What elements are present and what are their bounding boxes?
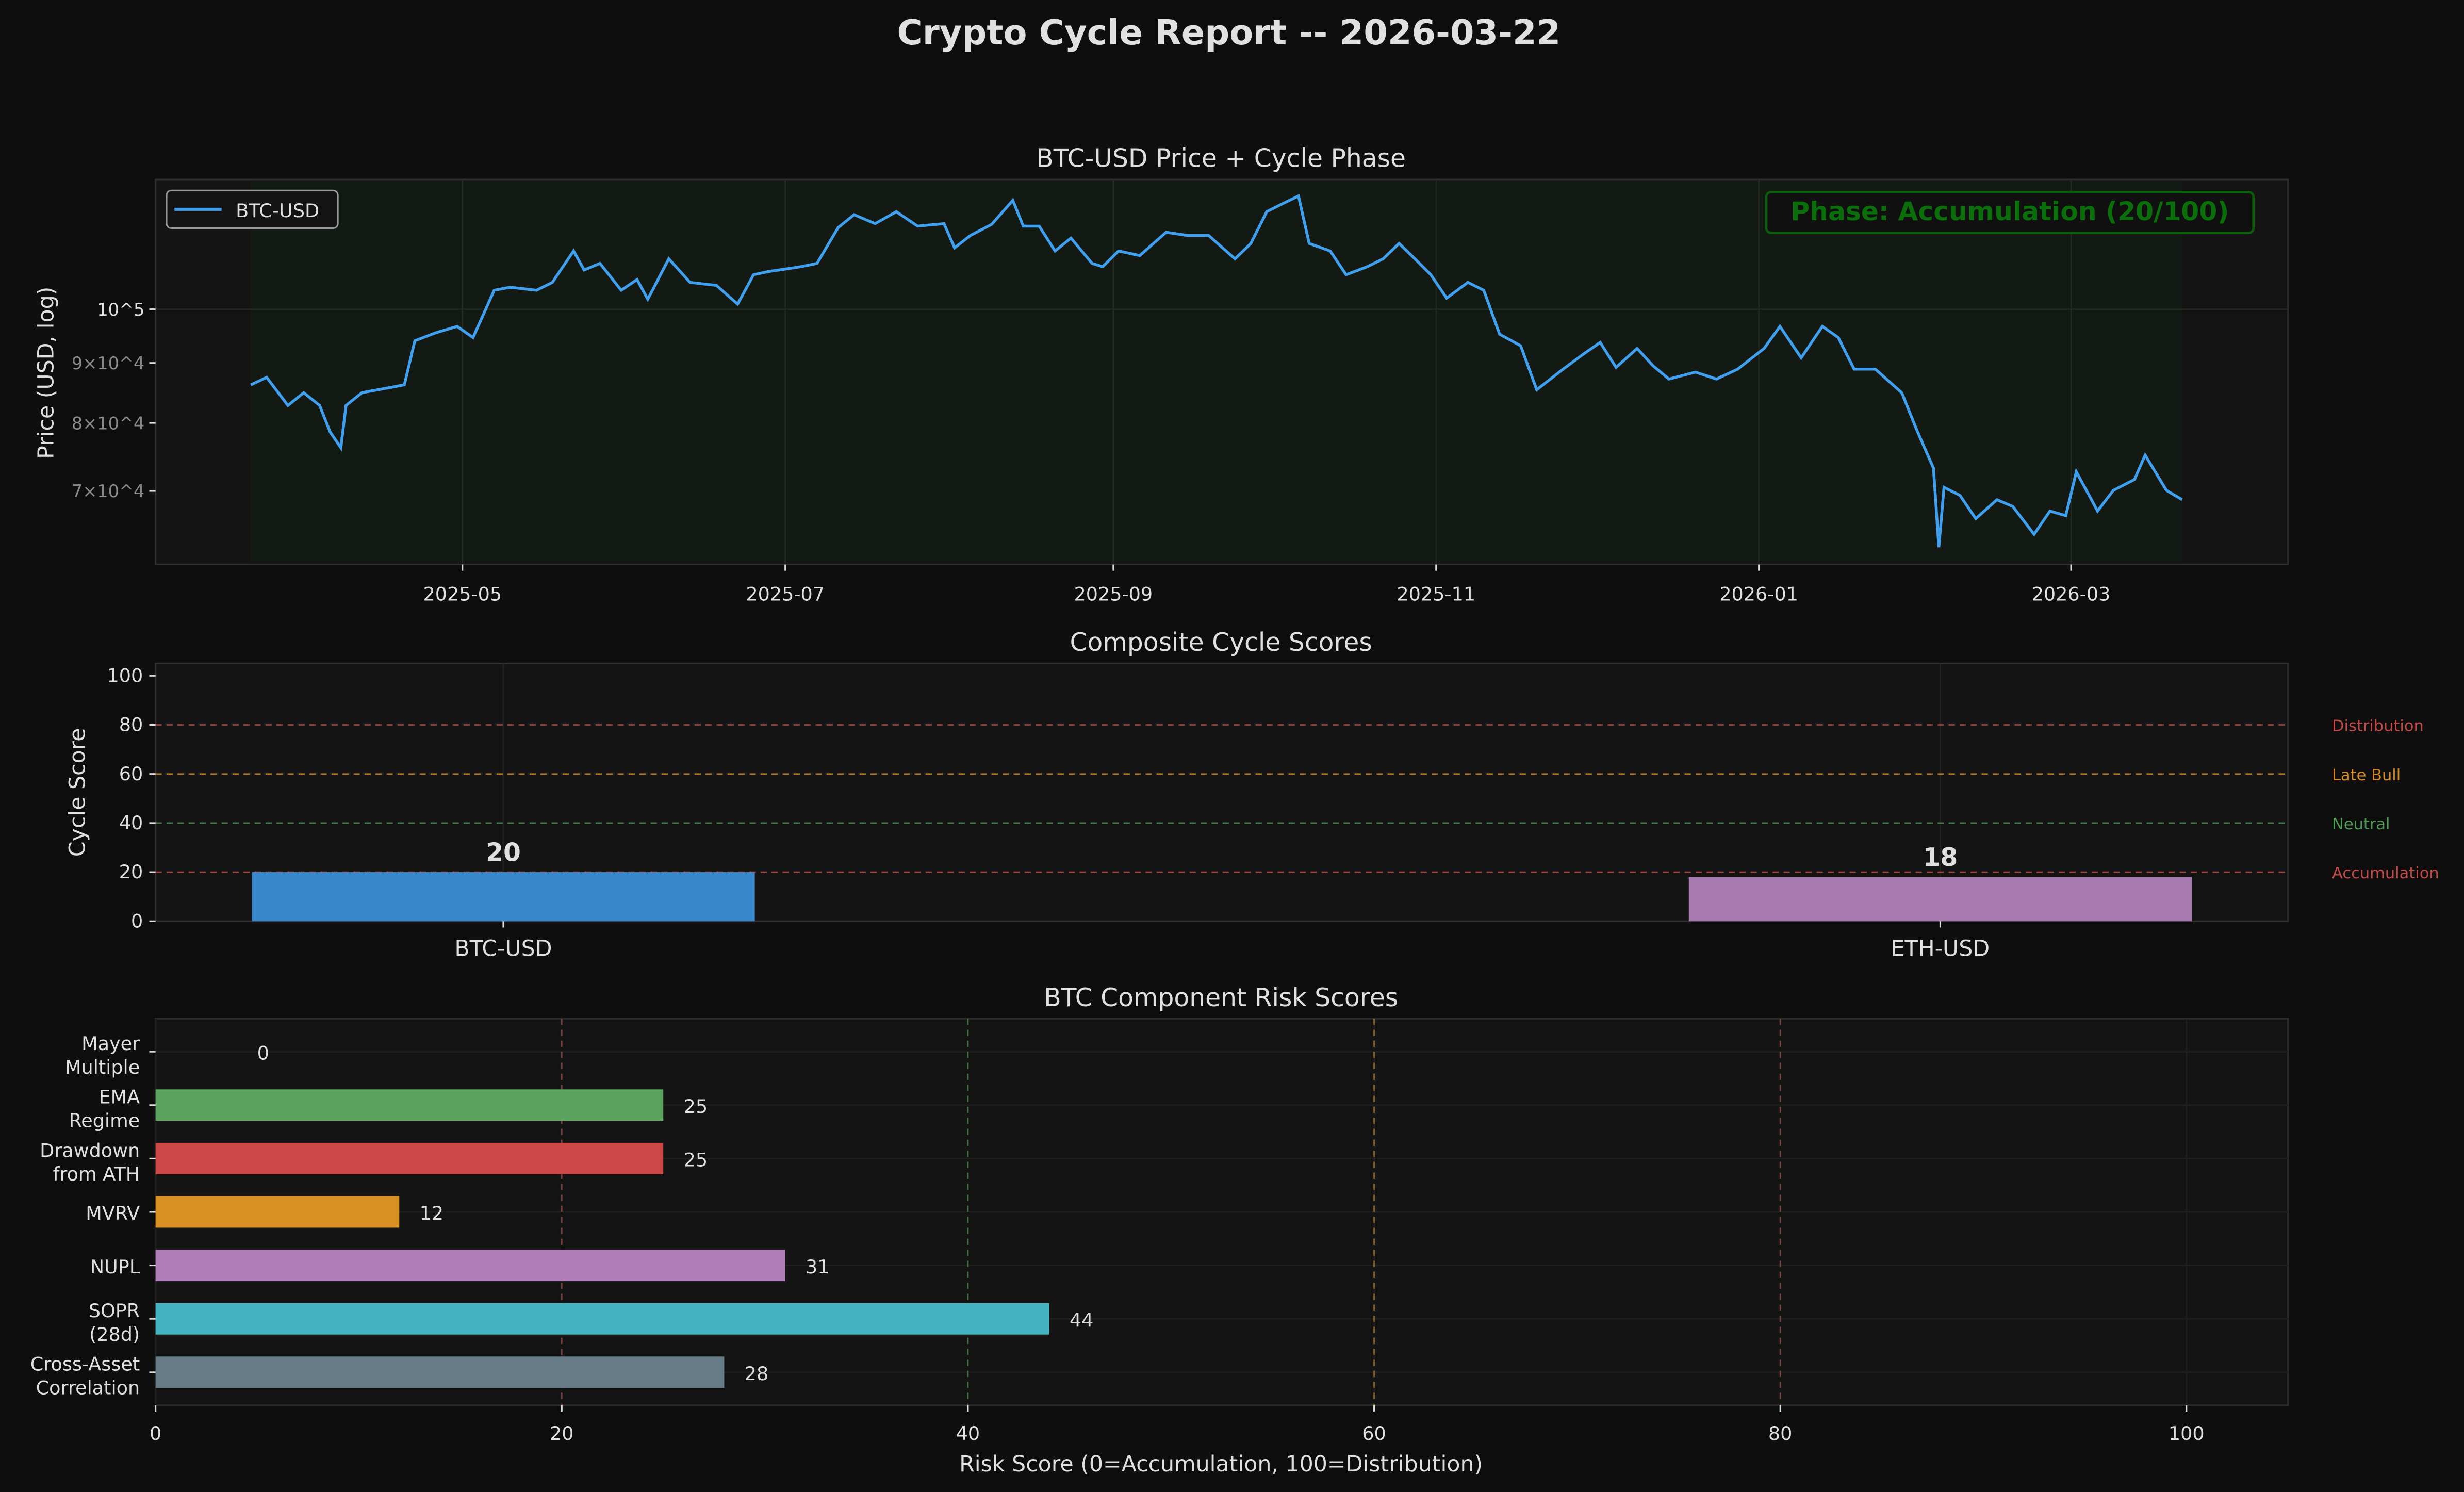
risk-bar [155,1089,664,1121]
score-bar-btc-usd [252,872,755,922]
y-tick-label: (28d) [89,1323,140,1346]
figure-title: Crypto Cycle Report -- 2026-03-22 [897,12,1561,53]
risk-bar-value: 31 [806,1256,830,1278]
risk-bar [155,1356,725,1388]
x-tick-label: ETH-USD [1891,936,1990,961]
phase-annotation: Phase: Accumulation (20/100) [1765,191,2255,234]
y-tick-label: 100 [107,665,143,687]
x-tick-label: 40 [956,1422,980,1445]
x-tick-label: 2025-11 [1397,583,1475,605]
risk-bar [155,1250,785,1282]
y-tick-label: 80 [119,714,143,736]
score-bar-value: 18 [1923,843,1958,872]
y-tick-label: Correlation [36,1376,140,1399]
btc-price-line [250,194,2183,548]
y-tick-label: 10^5 [97,300,144,320]
x-tick-label: 0 [150,1422,161,1445]
threshold-label: Late Bull [2332,766,2401,784]
y-tick-label: 60 [119,763,143,785]
price-panel: 2025-05 2025-07 2025-09 2025-11 2026-01 2026-… [34,144,2289,605]
y-tick-label: Drawdown [40,1139,140,1161]
risk-bar-value: 25 [684,1095,708,1118]
y-tick-label: Cross-Asset [30,1353,140,1375]
cycle-score-title: Composite Cycle Scores [1070,628,1372,657]
x-tick-label: 2025-09 [1074,583,1153,605]
y-tick-label: EMA [99,1086,140,1108]
x-tick-label: BTC-USD [454,936,552,961]
y-tick-label: from ATH [53,1163,140,1185]
x-tick-label: 60 [1362,1422,1386,1445]
score-bar-eth-usd [1688,877,2192,922]
y-tick-label: Regime [69,1109,140,1132]
y-tick-label: 8×10^4 [72,413,144,433]
x-tick-label: 80 [1768,1422,1793,1445]
threshold-label: Neutral [2332,815,2390,833]
legend-label: BTC-USD [236,200,319,222]
y-tick-label: 9×10^4 [72,353,144,373]
risk-bar-value: 44 [1070,1309,1094,1331]
risk-bar-value: 12 [420,1202,444,1224]
x-tick-label: 2026-01 [1719,583,1798,605]
risk-bar [155,1196,400,1228]
price-panel-title: BTC-USD Price + Cycle Phase [1036,144,1406,173]
risk-bar-value: 28 [745,1363,769,1385]
y-tick-label: MVRV [86,1202,140,1224]
risk-score-x-label: Risk Score (0=Accumulation, 100=Distribu… [959,1451,1483,1477]
risk-bar-value: 0 [257,1042,269,1064]
y-tick-label: 0 [131,910,143,932]
risk-bar [155,1303,1049,1335]
y-tick-label: SOPR [89,1300,140,1322]
threshold-label: Accumulation [2332,864,2439,882]
legend: BTC-USD [166,189,339,229]
y-tick-label: Multiple [65,1056,140,1078]
threshold-label: Distribution [2332,717,2424,735]
y-tick-label: 40 [119,812,143,834]
price-y-label: Price (USD, log) [34,287,59,459]
x-tick-label: 2025-07 [746,583,825,605]
x-tick-label: 2025-05 [423,583,502,605]
risk-score-title: BTC Component Risk Scores [1044,983,1398,1012]
phase-annotation-box [1765,191,2255,234]
x-tick-label: 20 [550,1422,574,1445]
risk-bar [155,1142,664,1174]
phase-annotation-text: Phase: Accumulation (20/100) [1790,196,2229,226]
y-tick-label: Mayer [81,1032,140,1055]
price-y-tick-labels: 10^5 9×10^4 8×10^4 7×10^4 [72,300,144,501]
phase-shading [251,181,2182,563]
cycle-score-panel: 0 20 40 60 80 100 Distribution Late Bull Neutral… [65,628,2439,961]
x-tick-label: 100 [2169,1422,2205,1445]
risk-bar-value: 25 [684,1149,708,1171]
y-tick-label: NUPL [90,1256,140,1278]
y-tick-label: 7×10^4 [72,481,144,501]
y-tick-label: 20 [119,861,143,883]
x-tick-label: 2026-03 [2032,583,2111,605]
cycle-score-y-label: Cycle Score [65,728,91,857]
score-bar-value: 20 [486,839,521,867]
legend-box [166,189,339,229]
